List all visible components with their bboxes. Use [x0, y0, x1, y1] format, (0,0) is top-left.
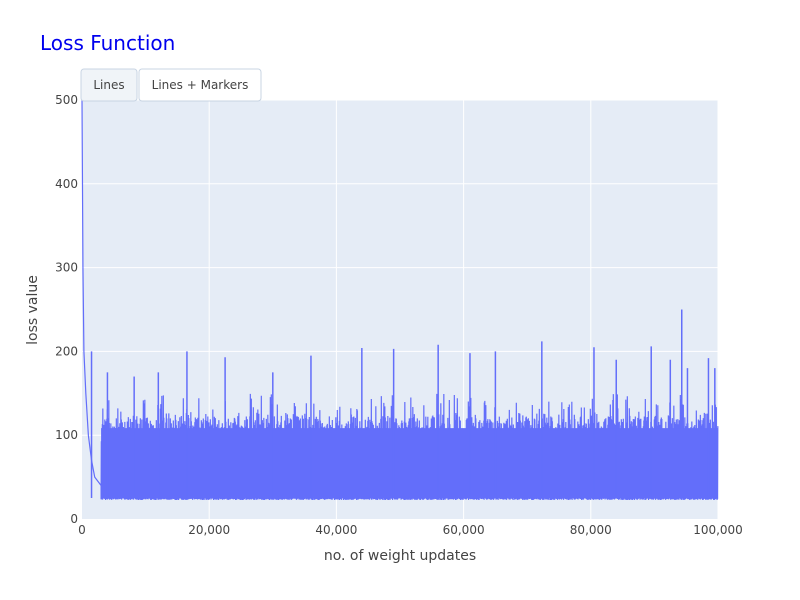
x-tick-label: 20,000: [188, 523, 230, 537]
y-tick-label: 100: [55, 428, 78, 442]
x-tick-label: 80,000: [570, 523, 612, 537]
mode-buttons: Lines Lines + Markers: [80, 68, 262, 102]
x-axis-ticks: 0 20,000 40,000 60,000 80,000 100,000: [78, 523, 743, 537]
loss-series: [81, 99, 719, 501]
lines-markers-button-label: Lines + Markers: [152, 78, 249, 92]
chart-title: Loss Function: [40, 31, 175, 55]
x-tick-label: 60,000: [443, 523, 485, 537]
lines-markers-button-frame[interactable]: [138, 68, 262, 102]
y-tick-label: 400: [55, 177, 78, 191]
x-tick-label: 40,000: [315, 523, 357, 537]
x-tick-label: 100,000: [693, 523, 743, 537]
x-tick-label: 0: [78, 523, 86, 537]
lines-button[interactable]: Lines: [80, 68, 138, 102]
y-tick-label: 300: [55, 261, 78, 275]
y-axis-ticks: 0 100 200 300 400 500: [55, 93, 78, 526]
y-tick-label: 500: [55, 93, 78, 107]
y-tick-label: 200: [55, 344, 78, 358]
lines-markers-button[interactable]: Lines + Markers: [138, 68, 262, 102]
lines-button-frame[interactable]: [80, 68, 138, 102]
loss-density-band: [101, 428, 718, 499]
x-axis-title: no. of weight updates: [324, 548, 476, 564]
y-axis-title: loss value: [25, 275, 41, 345]
lines-button-label: Lines: [93, 78, 124, 92]
y-tick-label: 0: [70, 512, 78, 526]
